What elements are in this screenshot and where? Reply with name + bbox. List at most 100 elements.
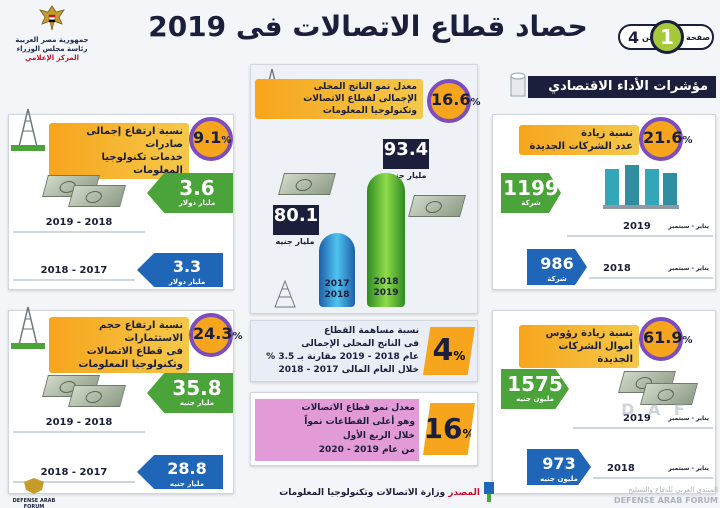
money-stack-icon <box>278 173 336 195</box>
companies-prev-value: 986 <box>540 254 574 273</box>
exports-current-unit: مليار دولار <box>178 199 216 207</box>
gdp-growth-title: معدل نمو الناتج المحلى الإجمالى لقطاع ال… <box>255 79 423 119</box>
investments-title-line1: نسبة ارتفاع حجم الاستثمارات <box>98 320 183 344</box>
capital-current-unit: مليون جنيه <box>516 395 554 403</box>
capital-prev-year-bar: يناير - سبتمبر 2018 <box>593 461 713 479</box>
companies-prev-arrow: 986 شركة <box>527 249 587 285</box>
contribution-panel: نسبة مساهمة القطاع فى الناتج المحلى الإج… <box>250 320 478 382</box>
capital-current-year-bar: يناير - سبتمبر 2019 <box>573 411 713 429</box>
companies-panel: 21.6% نسبة زيادة عدد الشركات الجديدة 119… <box>492 114 716 290</box>
gdp-new-label: 93.4 <box>383 139 429 169</box>
sector-growth-line1: معدل نمو قطاع الاتصالات <box>301 403 415 413</box>
companies-current-unit: شركة <box>521 199 541 207</box>
capital-prev-arrow: 973 مليون جنيه <box>527 449 591 485</box>
companies-current-year: 2019 <box>623 221 651 232</box>
capital-pct-ring: 61.9% <box>639 317 693 361</box>
network-cable-icon <box>484 482 494 502</box>
page-number: 1 <box>650 20 684 54</box>
contribution-pct-badge: 4% <box>423 327 475 375</box>
exports-panel: نسبة ارتفاع إجمالى صادرات خدمات تكنولوجي… <box>8 108 234 290</box>
page-label: صفحة <box>686 33 711 42</box>
capital-prev-value: 973 <box>542 454 576 473</box>
logo-line-3: المركز الإعلامي <box>24 54 80 62</box>
gdp-growth-pct: 16.6 <box>431 90 471 109</box>
gdp-new-year1: 2018 <box>373 277 399 287</box>
capital-pct: 61.9 <box>643 328 683 347</box>
capital-panel: 61.9% نسبة زيادة رؤوس أموال الشركات الجد… <box>492 310 716 494</box>
cylinder-icon <box>510 72 526 97</box>
gdp-new-value: 93.4 <box>383 139 429 160</box>
capital-current-arrow: 1575 مليون جنيه <box>501 369 569 409</box>
sector-growth-line4: من عام 2019 - 2020 <box>318 445 415 455</box>
companies-current-value: 1199 <box>503 176 559 200</box>
gdp-new-year2: 2019 <box>373 288 399 298</box>
exports-prev-unit: مليار دولار <box>168 278 206 286</box>
investments-panel: نسبة ارتفاع حجم الاستثمارات فى قطاع الات… <box>8 306 243 494</box>
media-center-logo: جمهورية مصر العربية رئاسة مجلس الوزراء ا… <box>6 4 98 76</box>
gdp-old-bar: 2017 2018 <box>319 233 355 307</box>
sector-growth-text: معدل نمو قطاع الاتصالات وهو أعلى القطاعا… <box>255 399 419 461</box>
telecom-tower-icon <box>11 306 45 349</box>
forum-watermark-right: DEFENSE ARAB FORUM <box>613 496 718 505</box>
contribution-line4: خلال العام المالى 2017 - 2018 <box>278 365 419 375</box>
telecom-tower-icon <box>11 108 45 151</box>
gdp-growth-pct-ring: 16.6% <box>427 79 481 123</box>
forum-watermark-left-text: DEFENSE ARAB FORUM <box>12 498 56 508</box>
page-of-label: من <box>642 33 655 42</box>
companies-current-year-bar: يناير - سبتمبر 2019 <box>567 219 713 237</box>
investments-current-value: 35.8 <box>172 376 222 400</box>
gdp-old-year1: 2017 <box>324 279 350 289</box>
sector-growth-line2: وهو أعلى القطاعات نمواً <box>304 417 415 427</box>
exports-prev-arrow: 3.3 مليار دولار <box>137 253 223 287</box>
gdp-growth-line3: وتكنولوجيا المعلومات <box>322 106 417 116</box>
capital-title: نسبة زيادة رؤوس أموال الشركات الجديدة <box>519 325 639 368</box>
exports-title-line2: خدمات تكنولوجيا المعلومات <box>101 152 183 176</box>
capital-prev-period: يناير - سبتمبر <box>668 465 709 472</box>
companies-current-period: يناير - سبتمبر <box>668 223 709 230</box>
logo-line-1: جمهورية مصر العربية <box>15 36 89 44</box>
exports-pct: 9.1 <box>193 128 222 147</box>
gdp-old-unit: مليار جنيه <box>275 237 315 246</box>
sector-growth-pct-badge: 16% <box>423 403 475 455</box>
source-line: المصدر وزارة الاتصالات وتكنولوجيا المعلو… <box>252 484 480 502</box>
page-indicator: 4 من 1 صفحة <box>618 20 714 54</box>
capital-current-year: 2019 <box>623 413 651 424</box>
exports-current-year: 2019 - 2018 <box>13 215 145 233</box>
page-total: 4 <box>628 28 640 47</box>
exports-title-line1: نسبة ارتفاع إجمالى صادرات <box>86 126 183 150</box>
exports-prev-year: 2018 - 2017 <box>13 263 135 281</box>
exports-prev-value: 3.3 <box>172 257 202 276</box>
investments-pct-ring: 24.3% <box>189 313 243 357</box>
capital-current-value: 1575 <box>507 372 563 396</box>
buildings-icon <box>603 165 679 209</box>
companies-current-arrow: 1199 شركة <box>501 173 561 213</box>
money-stack-icon <box>68 385 126 407</box>
gdp-new-bar: 2018 2019 <box>367 173 405 307</box>
investments-pct: 24.3 <box>193 324 233 343</box>
gdp-old-year2: 2018 <box>324 290 350 300</box>
money-stack-icon <box>68 185 126 207</box>
exports-current-arrow: 3.6 مليار دولار <box>147 173 233 213</box>
companies-title-line2: عدد الشركات الجديدة <box>529 141 633 152</box>
investments-title: نسبة ارتفاع حجم الاستثمارات فى قطاع الات… <box>49 317 189 373</box>
source-label: المصدر <box>448 488 480 498</box>
companies-prev-unit: شركة <box>547 275 567 283</box>
companies-prev-year-bar: يناير - سبتمبر 2018 <box>589 261 713 279</box>
eagle-emblem-icon <box>39 5 65 31</box>
investments-title-line2: فى قطاع الاتصالات <box>86 346 183 357</box>
exports-pct-ring: 9.1% <box>189 117 233 161</box>
gdp-growth-panel: معدل نمو الناتج المحلى الإجمالى لقطاع ال… <box>250 64 481 314</box>
forum-watermark-right-ar: المنتدى العربي للدفاع والتسليح <box>628 486 718 494</box>
capital-prev-unit: مليون جنيه <box>540 475 578 483</box>
companies-title-line1: نسبة زيادة <box>581 128 633 139</box>
companies-prev-year: 2018 <box>603 263 631 274</box>
forum-shield-icon <box>24 478 44 494</box>
companies-title: نسبة زيادة عدد الشركات الجديدة <box>519 125 639 155</box>
gdp-growth-line2: الإجمالى لقطاع الاتصالات <box>303 94 417 104</box>
investments-prev-arrow: 28.8 مليار جنيه <box>137 455 223 489</box>
exports-current-value: 3.6 <box>179 176 215 200</box>
investments-title-line3: وتكنولوجيا المعلومات <box>78 359 183 370</box>
contribution-line2: فى الناتج المحلى الإجمالى <box>301 339 419 349</box>
money-stack-icon <box>408 195 466 217</box>
investments-prev-unit: مليار جنيه <box>169 480 205 488</box>
